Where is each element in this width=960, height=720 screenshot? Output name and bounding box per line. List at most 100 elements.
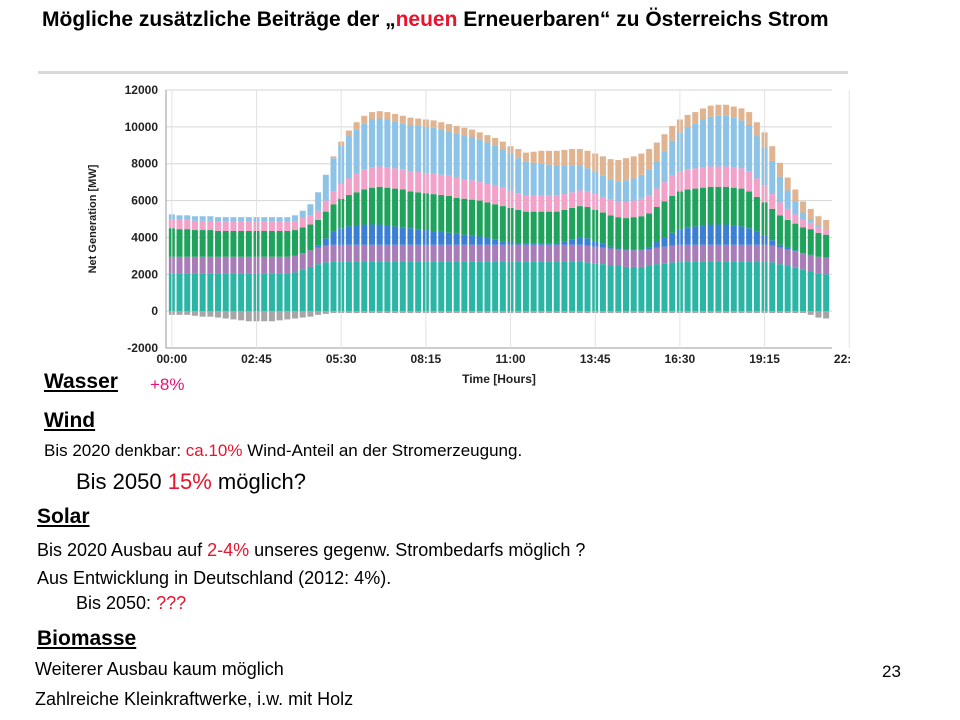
bar-segment	[184, 215, 191, 220]
bar-segment	[776, 264, 783, 312]
bar-segment	[692, 188, 699, 227]
bar-segment	[176, 229, 183, 257]
bar-segment	[638, 153, 645, 175]
bar-segment	[561, 311, 568, 313]
bar-segment	[353, 192, 360, 226]
bar-segment	[584, 207, 591, 239]
bar-segment	[492, 137, 499, 146]
bar-segment	[438, 122, 445, 130]
bar-segment	[492, 244, 499, 262]
bar-segment	[792, 223, 799, 251]
bar-segment	[268, 256, 275, 274]
bar-segment	[715, 186, 722, 225]
bar-segment	[769, 160, 776, 195]
bar-segment	[792, 214, 799, 224]
bar-segment	[730, 167, 737, 188]
bar-segment	[699, 119, 706, 168]
bar-segment	[599, 196, 606, 213]
bar-segment	[461, 311, 468, 313]
bar-segment	[707, 166, 714, 187]
bar-segment	[584, 262, 591, 312]
x-axis-label: Time [Hours]	[462, 372, 536, 386]
bar-segment	[199, 311, 206, 317]
bar-segment	[730, 244, 737, 262]
bar-segment	[584, 168, 591, 192]
y-tick-label: 6000	[131, 194, 158, 208]
bar-segment	[707, 224, 714, 245]
bar-segment	[407, 171, 414, 192]
bar-segment	[753, 122, 760, 137]
bar-segment	[276, 221, 283, 231]
bar-segment	[353, 261, 360, 312]
bar-segment	[638, 216, 645, 250]
bar-segment	[415, 118, 422, 126]
bar-segment	[784, 208, 791, 220]
bar-segment	[807, 229, 814, 255]
bar-segment	[261, 273, 268, 312]
solar-line-3-a: Bis 2050:	[76, 593, 157, 613]
bar-segment	[315, 245, 322, 248]
bar-segment	[561, 261, 568, 312]
bar-segment	[746, 311, 753, 313]
bar-segment	[392, 168, 399, 189]
bar-segment	[222, 221, 229, 231]
bar-segment	[776, 202, 783, 216]
bar-segment	[453, 197, 460, 234]
bar-segment	[800, 253, 807, 270]
bar-segment	[484, 142, 491, 184]
x-tick-label: 05:30	[326, 352, 357, 366]
bar-segment	[769, 311, 776, 313]
bar-segment	[707, 261, 714, 312]
bar-segment	[546, 261, 553, 312]
bar-segment	[584, 191, 591, 208]
bar-segment	[407, 244, 414, 262]
bar-segment	[684, 227, 691, 245]
bar-segment	[607, 215, 614, 247]
bar-segment	[823, 234, 830, 258]
bar-segment	[453, 177, 460, 198]
bar-segment	[199, 230, 206, 257]
bar-segment	[461, 179, 468, 199]
bar-segment	[776, 215, 783, 245]
bar-segment	[492, 239, 499, 245]
bar-segment	[599, 243, 606, 248]
solar-line-1-a: Bis 2020 Ausbau auf	[37, 540, 208, 560]
bar-segment	[530, 261, 537, 312]
bar-segment	[384, 261, 391, 312]
bar-segment	[522, 244, 529, 262]
bar-segment	[746, 228, 753, 245]
wind-line-2-value: 15%	[167, 469, 212, 494]
bar-segment	[492, 204, 499, 240]
bar-segment	[238, 221, 245, 231]
bar-segment	[345, 178, 352, 196]
bar-segment	[176, 311, 183, 315]
bar-segment	[515, 193, 522, 210]
bar-segment	[469, 244, 476, 262]
bar-segment	[453, 244, 460, 262]
bar-segment	[430, 244, 437, 262]
bar-segment	[345, 195, 352, 227]
bar-segment	[438, 174, 445, 196]
bar-segment	[292, 311, 299, 319]
bar-segment	[191, 311, 198, 316]
bar-segment	[638, 249, 645, 251]
bar-segment	[769, 208, 776, 241]
wind-heading: Wind	[44, 409, 96, 432]
bar-segment	[176, 273, 183, 312]
bar-segment	[800, 227, 807, 254]
bar-segment	[207, 256, 214, 274]
bar-segment	[823, 274, 830, 312]
bar-segment	[546, 244, 553, 262]
bar-segment	[730, 117, 737, 168]
title-part-2: Erneuerbaren“ zu Österreichs Strom	[457, 8, 829, 31]
x-tick-label: 22:00	[834, 352, 850, 366]
bar-segment	[191, 216, 198, 221]
bar-segment	[407, 261, 414, 312]
bar-segment	[353, 122, 360, 130]
title-highlight-neuen: neuen	[395, 8, 458, 31]
bar-segment	[284, 230, 291, 257]
bar-segment	[299, 253, 306, 270]
bar-segment	[723, 186, 730, 225]
bar-segment	[661, 246, 668, 264]
bar-segment	[776, 176, 783, 203]
